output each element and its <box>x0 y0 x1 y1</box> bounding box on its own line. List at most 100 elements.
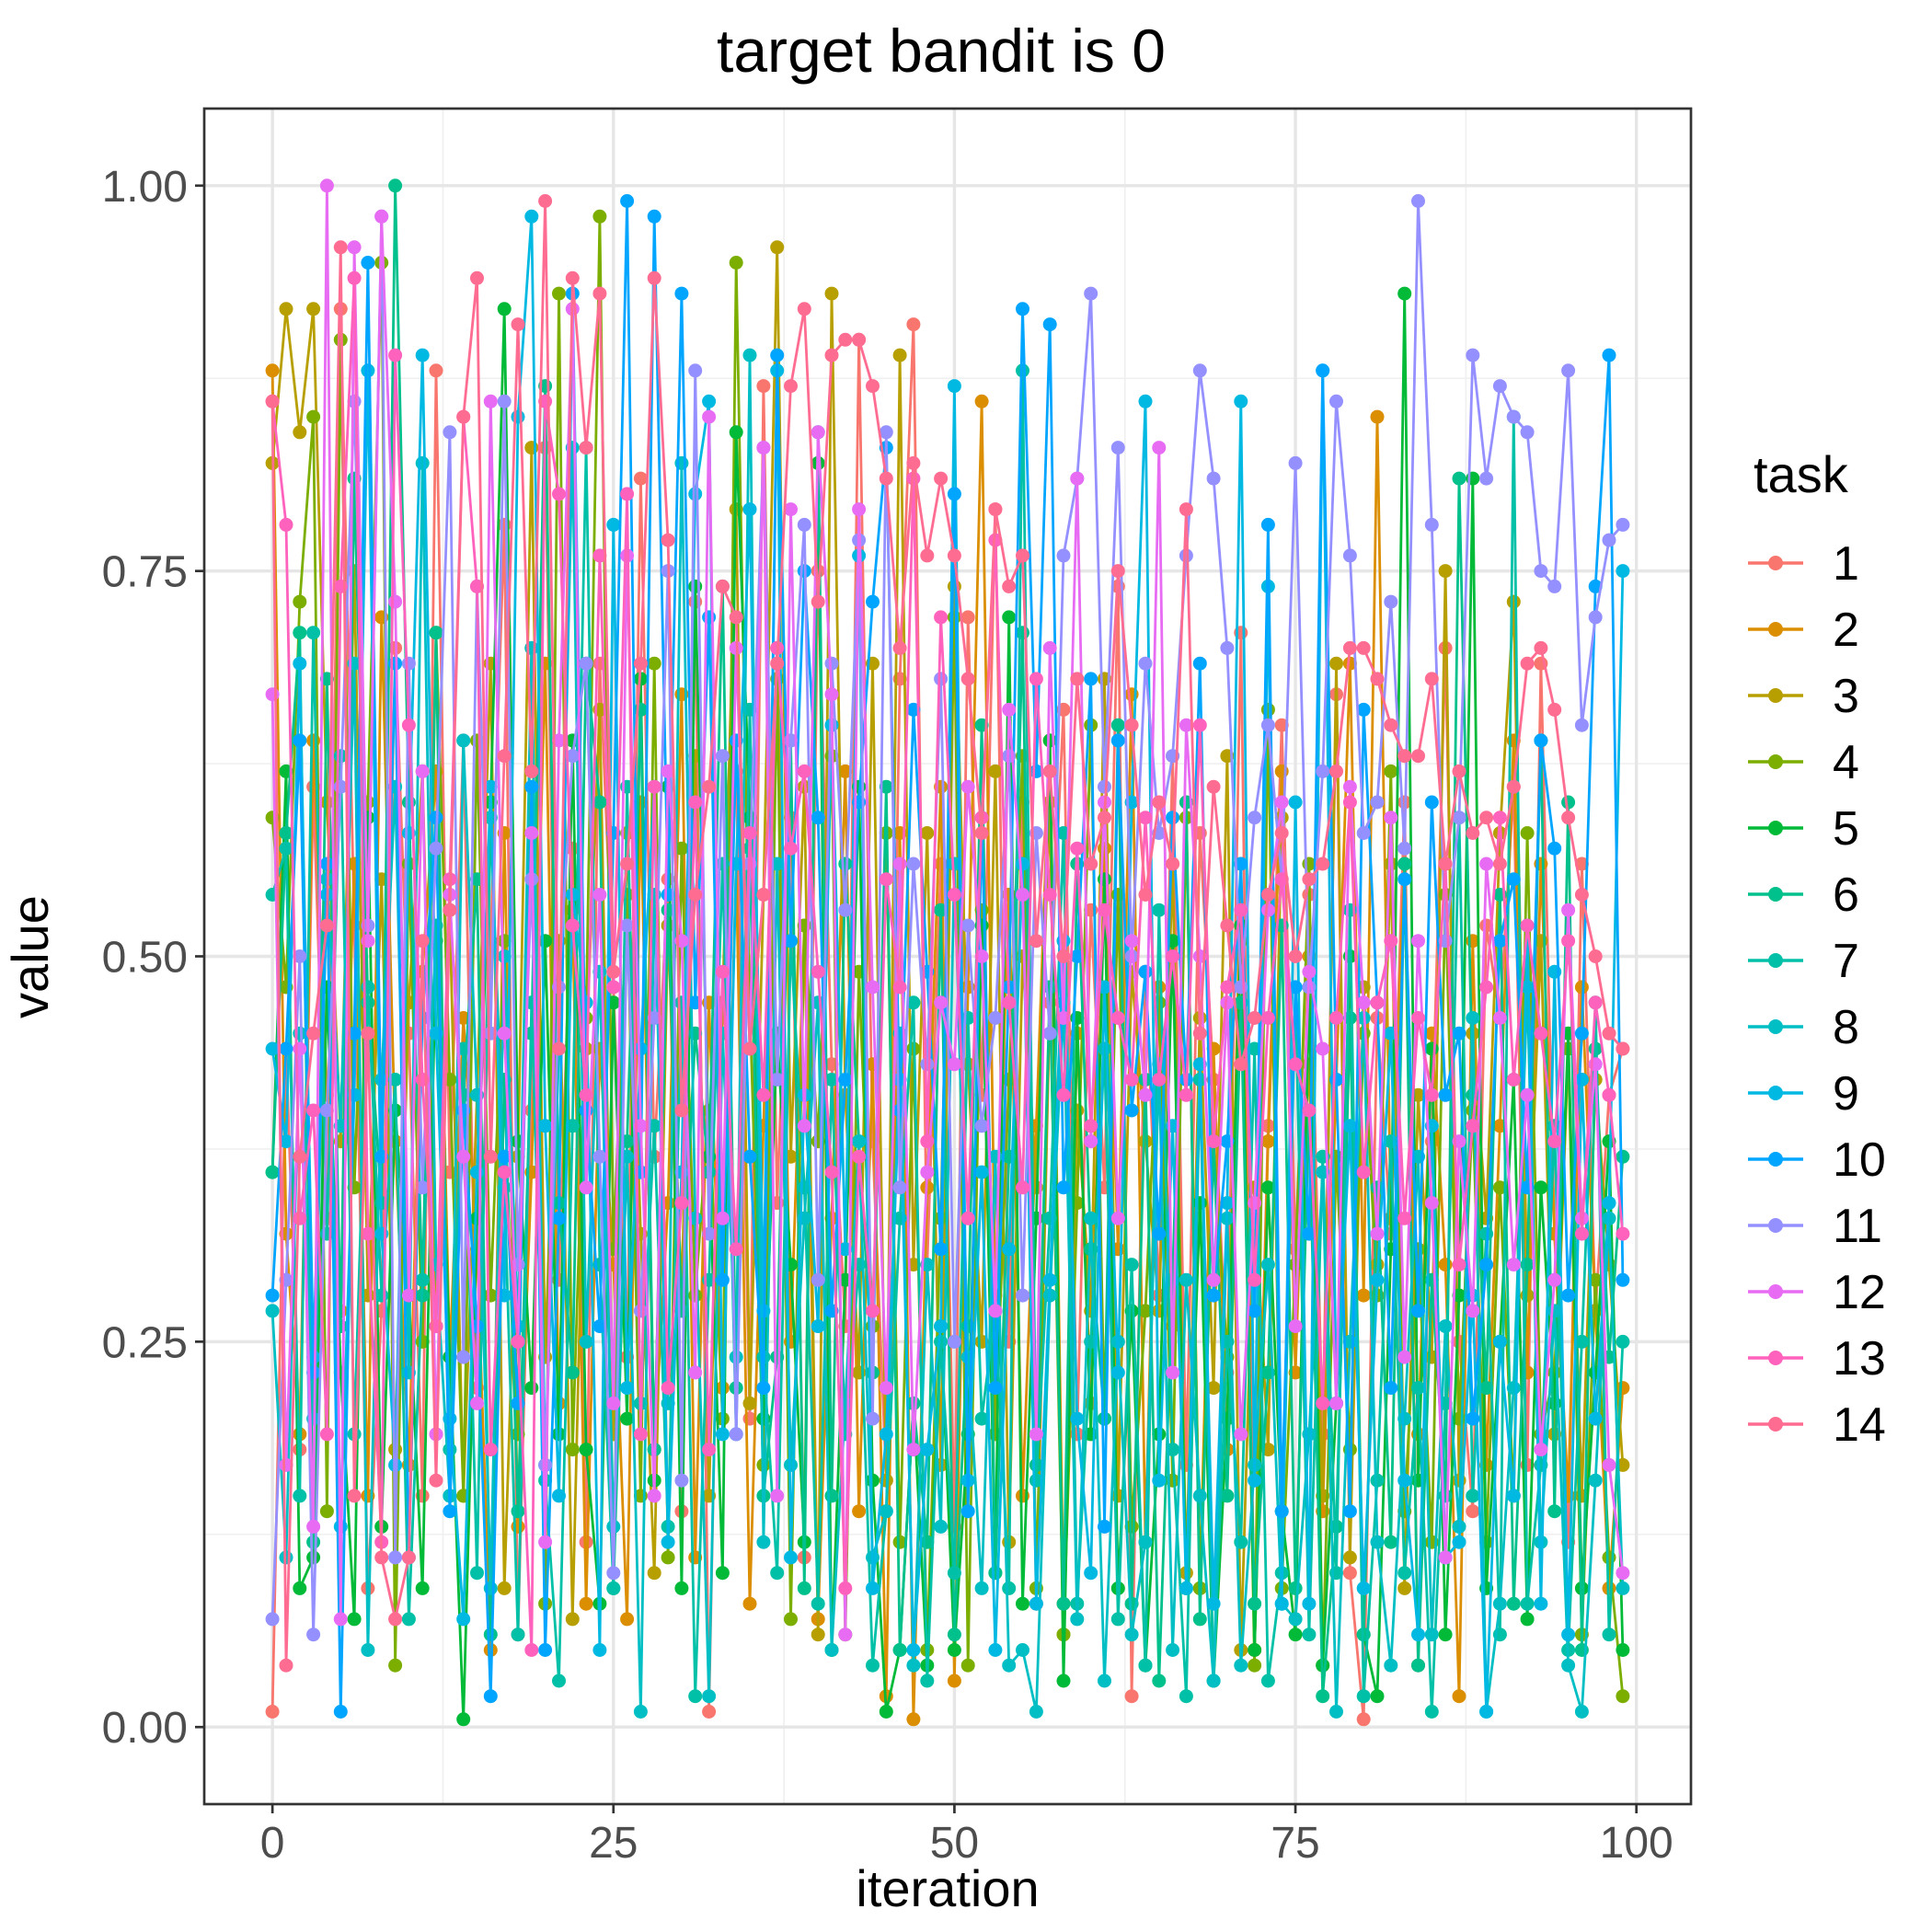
data-point <box>456 1149 471 1164</box>
data-point <box>1492 811 1507 825</box>
data-point <box>1166 1643 1180 1657</box>
data-point <box>1547 841 1562 856</box>
data-point <box>852 1149 867 1164</box>
data-point <box>715 1427 730 1442</box>
data-point <box>934 1242 949 1257</box>
data-point <box>1070 1411 1085 1426</box>
data-point <box>1492 1011 1507 1025</box>
data-point <box>279 841 293 856</box>
data-point <box>1138 656 1153 671</box>
data-point <box>1070 672 1085 686</box>
data-point <box>1479 1258 1494 1272</box>
data-point <box>1234 903 1248 917</box>
data-point <box>511 409 525 424</box>
data-point <box>1152 903 1167 917</box>
data-point <box>1466 1304 1480 1318</box>
data-point <box>1342 1566 1357 1581</box>
data-point <box>1329 1011 1343 1025</box>
data-point <box>715 749 730 764</box>
data-point <box>947 1643 961 1657</box>
data-point <box>947 487 961 501</box>
data-point <box>306 626 321 640</box>
data-point <box>1084 1566 1098 1581</box>
data-point <box>892 857 907 871</box>
data-point <box>1288 1319 1303 1334</box>
data-point <box>524 826 539 840</box>
data-point <box>811 1627 825 1642</box>
data-point <box>1206 779 1221 794</box>
data-point <box>988 1643 1003 1657</box>
data-point <box>1042 1272 1057 1287</box>
data-point <box>1234 394 1248 408</box>
data-point <box>456 1350 471 1364</box>
data-point <box>879 779 893 794</box>
y-tick-label: 0.75 <box>102 548 188 597</box>
data-point <box>401 1612 416 1627</box>
data-point <box>742 502 757 517</box>
data-point <box>1288 455 1303 470</box>
series-line <box>270 184 1625 1698</box>
data-point <box>456 1712 471 1727</box>
data-point <box>1329 394 1343 408</box>
data-point <box>960 1211 975 1225</box>
data-point <box>934 995 949 1010</box>
legend-label: 7 <box>1833 935 1859 988</box>
x-tick-label: 50 <box>930 1819 979 1868</box>
data-point <box>552 1673 566 1688</box>
legend-key-point <box>1768 556 1783 570</box>
data-point <box>824 1073 839 1087</box>
data-point <box>688 888 703 902</box>
legend-label: 13 <box>1833 1332 1886 1386</box>
data-point <box>552 286 566 301</box>
data-point <box>920 1165 935 1179</box>
data-point <box>1179 1689 1193 1704</box>
data-point <box>1574 857 1589 871</box>
data-point <box>361 1643 375 1657</box>
data-point <box>1002 610 1017 625</box>
data-point <box>1616 1041 1630 1056</box>
data-point <box>1466 1119 1480 1133</box>
data-point <box>1479 1705 1494 1719</box>
data-point <box>1084 857 1098 871</box>
data-point <box>470 270 484 285</box>
data-point <box>1534 1026 1548 1041</box>
data-point <box>866 980 880 995</box>
data-point <box>1438 1258 1453 1272</box>
data-point <box>1342 1550 1357 1565</box>
data-point <box>1192 363 1207 378</box>
data-point <box>1356 640 1371 655</box>
data-point <box>1424 1087 1439 1102</box>
data-point <box>1479 1381 1494 1396</box>
data-point <box>1561 1627 1576 1642</box>
data-point <box>1002 579 1017 593</box>
data-point <box>674 841 689 856</box>
data-point <box>1506 1381 1521 1396</box>
data-point <box>1302 1103 1317 1118</box>
data-point <box>866 1304 880 1318</box>
data-point <box>852 1134 867 1149</box>
data-point <box>688 487 703 501</box>
data-point <box>1452 764 1466 778</box>
data-point <box>824 687 839 702</box>
data-point <box>988 1304 1003 1318</box>
data-point <box>866 1473 880 1488</box>
data-point <box>524 1381 539 1396</box>
data-point <box>293 656 307 671</box>
data-point <box>1384 1658 1398 1673</box>
legend-key-point <box>1768 821 1783 835</box>
data-point <box>415 1581 430 1595</box>
data-point <box>784 379 798 394</box>
data-point <box>892 980 907 995</box>
data-point <box>511 1627 525 1642</box>
data-point <box>552 487 566 501</box>
data-point <box>1260 888 1275 902</box>
data-point <box>524 764 539 778</box>
data-point <box>1370 1689 1385 1704</box>
data-point <box>511 1519 525 1534</box>
data-point <box>811 425 825 440</box>
data-point <box>538 1119 553 1133</box>
data-point <box>293 1211 307 1225</box>
data-point <box>1192 1489 1207 1503</box>
data-point <box>265 1612 280 1627</box>
data-point <box>293 626 307 640</box>
